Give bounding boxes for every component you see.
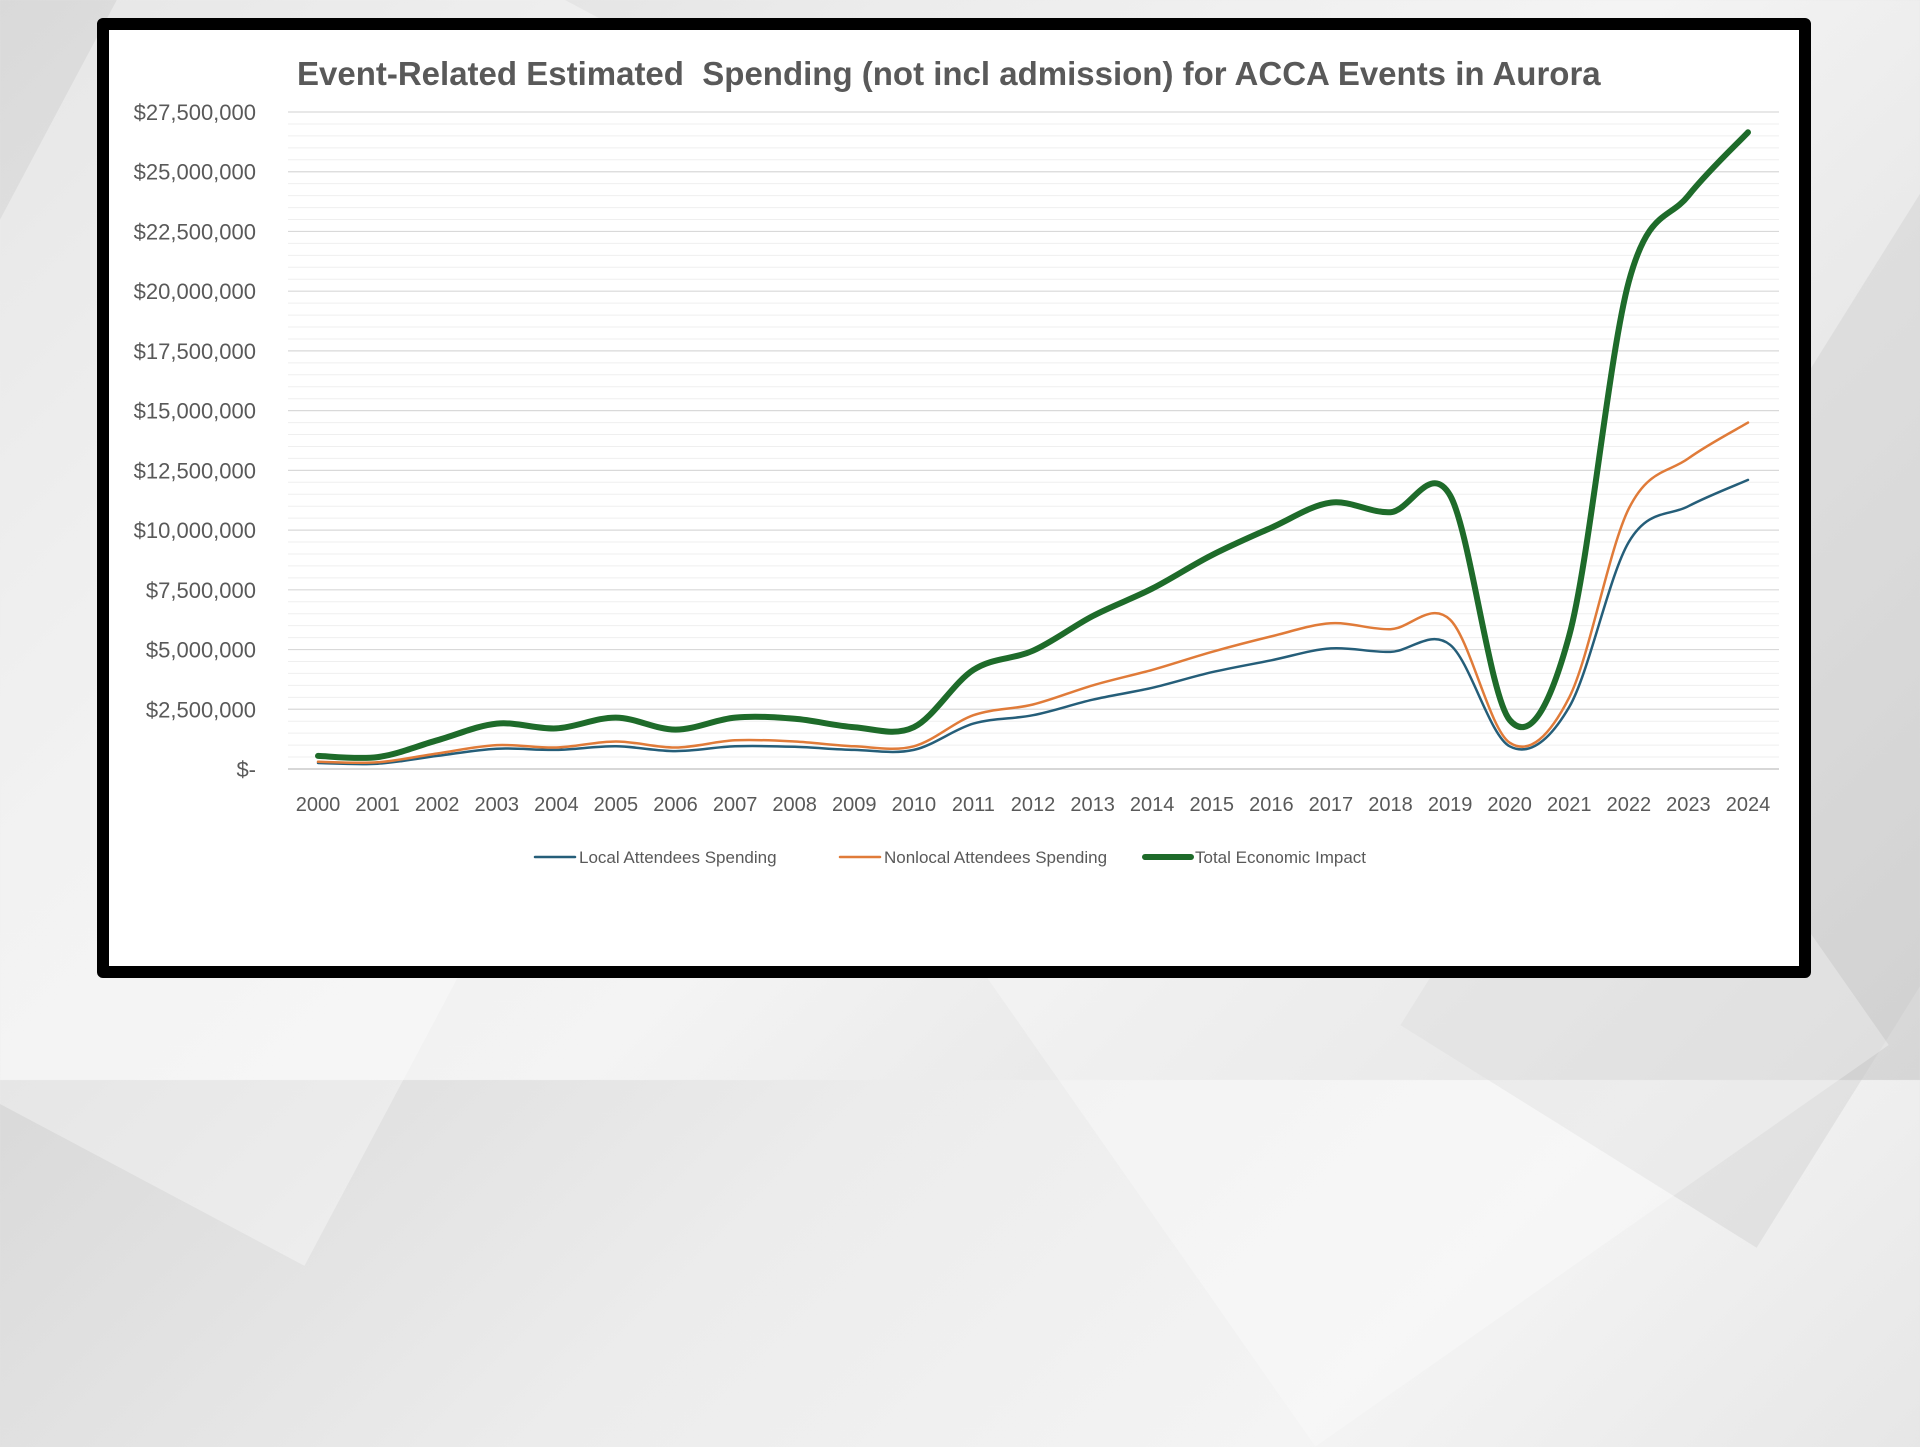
series-line-nonlocal-attendees-spending xyxy=(316,421,1750,765)
x-tick-label: 2007 xyxy=(713,794,758,816)
x-axis: 2000 2001 2002 2003 2004 2005 2006 2007 2008 2009… xyxy=(296,794,1771,816)
series-lines xyxy=(315,129,1751,766)
x-tick-label: 2012 xyxy=(1011,794,1056,816)
y-tick-label: $- xyxy=(236,757,256,782)
x-tick-label: 2006 xyxy=(653,794,698,816)
y-tick-label: $10,000,000 xyxy=(134,518,256,543)
legend: Local Attendees Spending Nonlocal Attende… xyxy=(533,848,1366,867)
x-tick-label: 2004 xyxy=(534,794,579,816)
x-tick-label: 2009 xyxy=(832,794,877,816)
x-tick-label: 2010 xyxy=(892,794,937,816)
chart-title: Event-Related Estimated Spending (not in… xyxy=(297,55,1601,92)
y-axis: $- $2,500,000 $5,000,000 $7,500,000 $10,000,… xyxy=(134,100,256,782)
x-tick-label: 2018 xyxy=(1368,794,1413,816)
x-tick-label: 2024 xyxy=(1726,794,1771,816)
legend-label-total-economic-impact: Total Economic Impact xyxy=(1195,848,1366,867)
x-tick-label: 2013 xyxy=(1070,794,1115,816)
y-tick-label: $2,500,000 xyxy=(146,697,256,722)
x-tick-label: 2003 xyxy=(475,794,520,816)
x-tick-label: 2005 xyxy=(594,794,639,816)
x-tick-label: 2020 xyxy=(1487,794,1532,816)
minor-grid xyxy=(288,123,1779,758)
x-tick-label: 2008 xyxy=(772,794,817,816)
legend-label-nonlocal-attendees-spending: Nonlocal Attendees Spending xyxy=(884,848,1107,867)
x-tick-label: 2023 xyxy=(1666,794,1711,816)
legend-label-local-attendees-spending: Local Attendees Spending xyxy=(579,848,777,867)
x-tick-label: 2002 xyxy=(415,794,460,816)
y-tick-label: $22,500,000 xyxy=(134,219,256,244)
x-tick-label: 2016 xyxy=(1249,794,1294,816)
x-tick-label: 2017 xyxy=(1309,794,1354,816)
y-tick-label: $15,000,000 xyxy=(134,399,256,424)
x-tick-label: 2000 xyxy=(296,794,341,816)
chart-frame: Event-Related Estimated Spending (not in… xyxy=(97,18,1811,978)
x-tick-label: 2022 xyxy=(1607,794,1652,816)
y-tick-label: $12,500,000 xyxy=(134,458,256,483)
y-tick-label: $5,000,000 xyxy=(146,638,256,663)
x-tick-label: 2021 xyxy=(1547,794,1592,816)
y-tick-label: $17,500,000 xyxy=(134,339,256,364)
x-tick-label: 2014 xyxy=(1130,794,1175,816)
x-tick-label: 2001 xyxy=(355,794,400,816)
major-grid xyxy=(288,111,1779,770)
y-tick-label: $7,500,000 xyxy=(146,578,256,603)
x-tick-label: 2011 xyxy=(952,794,995,816)
y-tick-label: $20,000,000 xyxy=(134,279,256,304)
x-tick-label: 2019 xyxy=(1428,794,1473,816)
y-tick-label: $27,500,000 xyxy=(134,100,256,125)
chart-svg: Event-Related Estimated Spending (not in… xyxy=(134,55,1779,867)
series-line-local-attendees-spending xyxy=(316,478,1750,766)
series-line-total-economic-impact xyxy=(315,129,1751,761)
x-tick-label: 2015 xyxy=(1190,794,1235,816)
y-tick-label: $25,000,000 xyxy=(134,160,256,185)
